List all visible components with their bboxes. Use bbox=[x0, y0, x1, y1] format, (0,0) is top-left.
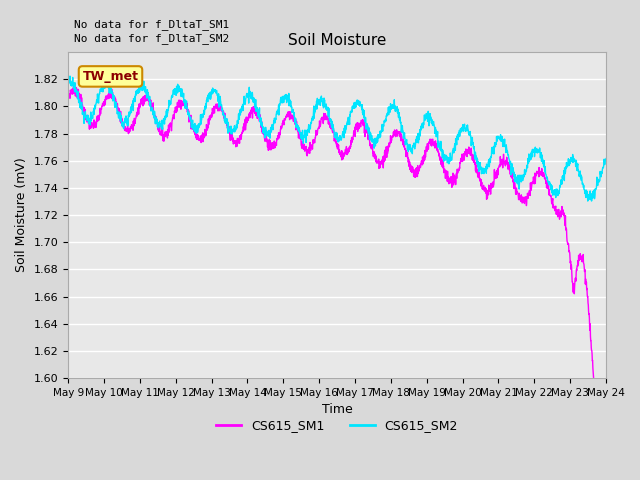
Text: No data for f_DltaT_SM1
No data for f_DltaT_SM2: No data for f_DltaT_SM1 No data for f_Dl… bbox=[74, 19, 228, 44]
Legend: CS615_SM1, CS615_SM2: CS615_SM1, CS615_SM2 bbox=[211, 414, 463, 437]
Y-axis label: Soil Moisture (mV): Soil Moisture (mV) bbox=[15, 157, 28, 273]
Text: TW_met: TW_met bbox=[83, 70, 138, 83]
Title: Soil Moisture: Soil Moisture bbox=[288, 33, 387, 48]
X-axis label: Time: Time bbox=[322, 403, 353, 417]
